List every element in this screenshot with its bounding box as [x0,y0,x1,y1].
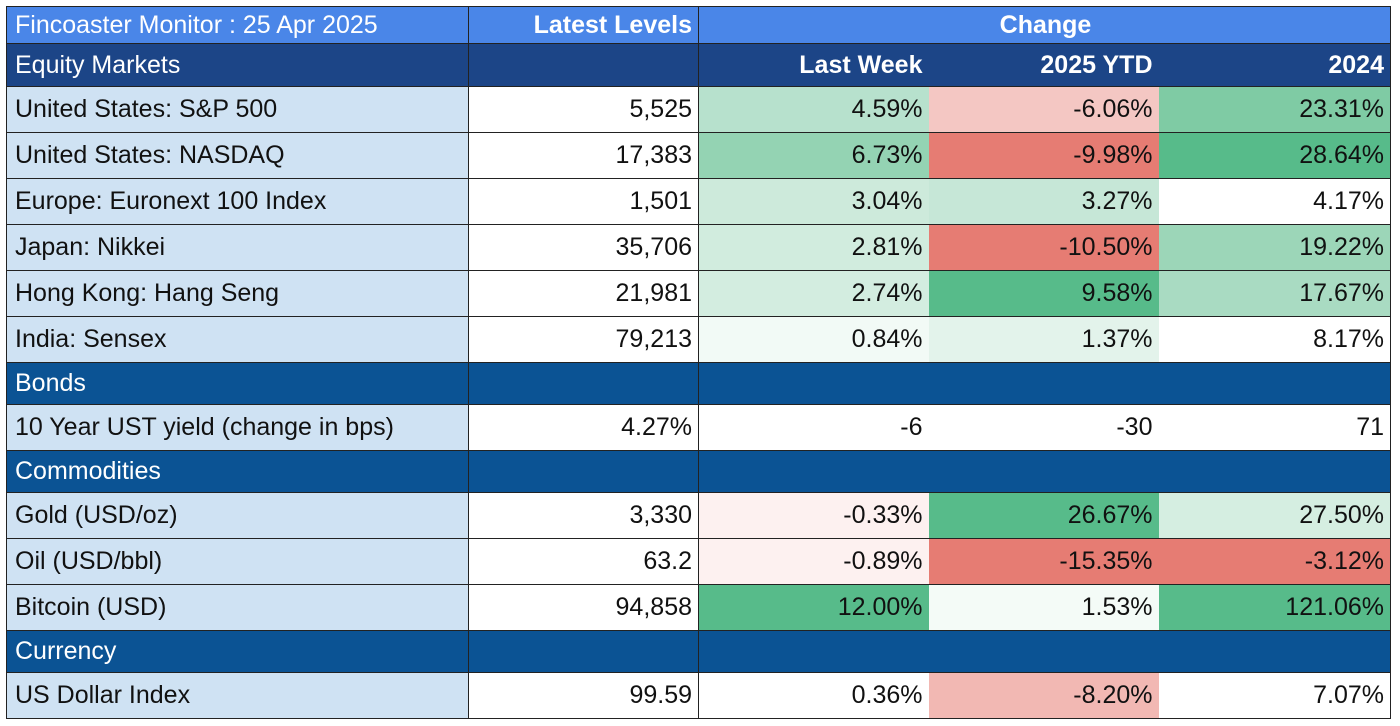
last-week-change: 6.73% [698,132,929,179]
prior-year-change: 27.50% [1158,492,1391,539]
prior-year-change: 7.07% [1158,672,1391,719]
last-week-change: -6 [698,404,929,451]
latest-level-value: 35,706 [468,224,699,271]
ytd-change: 9.58% [928,270,1159,317]
section-blank-cell [698,450,1391,493]
ytd-change: -8.20% [928,672,1159,719]
last-week-change: 2.74% [698,270,929,317]
row-label: Europe: Euronext 100 Index [6,178,469,225]
prior-year-change: 71 [1158,404,1391,451]
prior-year-change: -3.12% [1158,538,1391,585]
latest-level-value: 17,383 [468,132,699,179]
last-week-change: 0.36% [698,672,929,719]
ytd-change: 26.67% [928,492,1159,539]
prior-year-change: 4.17% [1158,178,1391,225]
section-header-row: Currency [6,630,1391,673]
prior-year-header: 2024 [1158,43,1391,87]
section-title: Currency [6,630,469,673]
table-row: Bitcoin (USD) 94,858 12.00% 1.53% 121.06% [6,584,1391,631]
section-title: Commodities [6,450,469,493]
last-week-change: 4.59% [698,86,929,133]
ytd-change: -9.98% [928,132,1159,179]
ytd-header: 2025 YTD [928,43,1159,87]
market-monitor-table: Fincoaster Monitor : 25 Apr 2025 Latest … [6,6,1391,719]
row-label: Bitcoin (USD) [6,584,469,631]
latest-level-value: 4.27% [468,404,699,451]
ytd-change: -30 [928,404,1159,451]
row-label: Hong Kong: Hang Seng [6,270,469,317]
ytd-change: -15.35% [928,538,1159,585]
table-row: Oil (USD/bbl) 63.2 -0.89% -15.35% -3.12% [6,538,1391,585]
prior-year-change: 121.06% [1158,584,1391,631]
ytd-change: 1.53% [928,584,1159,631]
latest-level-value: 21,981 [468,270,699,317]
section-header-row: Bonds [6,362,1391,405]
prior-year-change: 28.64% [1158,132,1391,179]
table-row: India: Sensex 79,213 0.84% 1.37% 8.17% [6,316,1391,363]
prior-year-change: 8.17% [1158,316,1391,363]
section-blank-cell [698,630,1391,673]
row-label: United States: S&P 500 [6,86,469,133]
table-row: Japan: Nikkei 35,706 2.81% -10.50% 19.22% [6,224,1391,271]
section-blank-cell [468,450,699,493]
table-row: Hong Kong: Hang Seng 21,981 2.74% 9.58% 17.6… [6,270,1391,317]
last-week-change: 0.84% [698,316,929,363]
latest-level-value: 79,213 [468,316,699,363]
latest-levels-header: Latest Levels [468,6,699,44]
row-label: United States: NASDAQ [6,132,469,179]
row-label: Oil (USD/bbl) [6,538,469,585]
table-row: US Dollar Index 99.59 0.36% -8.20% 7.07% [6,672,1391,719]
latest-level-value: 3,330 [468,492,699,539]
last-week-change: -0.33% [698,492,929,539]
table-row: United States: NASDAQ 17,383 6.73% -9.98% 28… [6,132,1391,179]
column-header-row: Equity Markets Last Week 2025 YTD 2024 [6,43,1391,87]
table-row: United States: S&P 500 5,525 4.59% -6.06% 23… [6,86,1391,133]
table-row: 10 Year UST yield (change in bps) 4.27% -6… [6,404,1391,451]
section-header-row: Commodities [6,450,1391,493]
ytd-change: -6.06% [928,86,1159,133]
change-header: Change [698,6,1391,44]
latest-level-value: 94,858 [468,584,699,631]
ytd-change: 3.27% [928,178,1159,225]
report-title: Fincoaster Monitor : 25 Apr 2025 [6,6,469,44]
ytd-change: -10.50% [928,224,1159,271]
latest-level-value: 63.2 [468,538,699,585]
latest-level-value: 5,525 [468,86,699,133]
section-blank-cell [468,630,699,673]
row-label: 10 Year UST yield (change in bps) [6,404,469,451]
section-title: Bonds [6,362,469,405]
row-label: US Dollar Index [6,672,469,719]
row-label: Gold (USD/oz) [6,492,469,539]
section-blank-cell [468,362,699,405]
table-row: Europe: Euronext 100 Index 1,501 3.04% 3.27… [6,178,1391,225]
latest-level-value: 99.59 [468,672,699,719]
prior-year-change: 17.67% [1158,270,1391,317]
table-row: Gold (USD/oz) 3,330 -0.33% 26.67% 27.50% [6,492,1391,539]
last-week-change: 3.04% [698,178,929,225]
last-week-change: 12.00% [698,584,929,631]
title-row: Fincoaster Monitor : 25 Apr 2025 Latest … [6,6,1391,44]
last-week-header: Last Week [698,43,929,87]
section-title: Equity Markets [6,43,469,87]
ytd-change: 1.37% [928,316,1159,363]
row-label: India: Sensex [6,316,469,363]
last-week-change: -0.89% [698,538,929,585]
prior-year-change: 23.31% [1158,86,1391,133]
prior-year-change: 19.22% [1158,224,1391,271]
section-blank-cell [698,362,1391,405]
last-week-change: 2.81% [698,224,929,271]
row-label: Japan: Nikkei [6,224,469,271]
latest-levels-blank [468,43,699,87]
latest-level-value: 1,501 [468,178,699,225]
